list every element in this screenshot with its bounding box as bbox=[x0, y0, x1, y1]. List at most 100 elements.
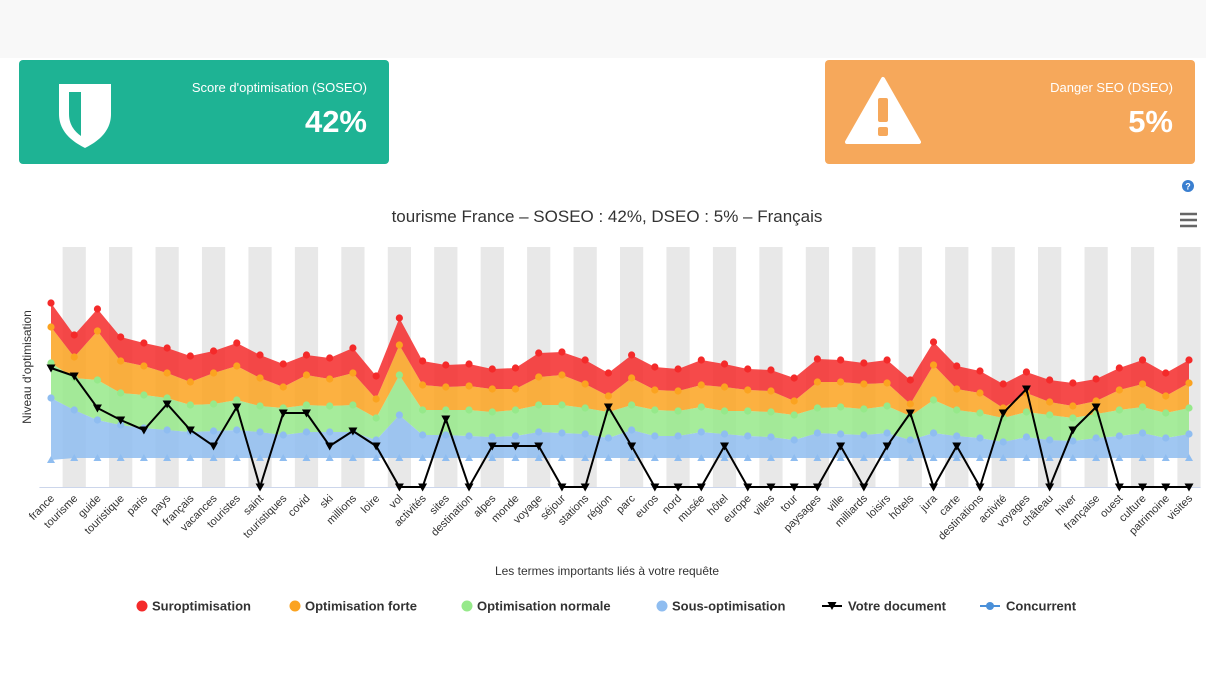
range-marker bbox=[302, 401, 311, 409]
document-marker bbox=[255, 483, 265, 492]
range-marker bbox=[395, 314, 403, 322]
legend-symbol bbox=[136, 600, 148, 612]
range-marker bbox=[511, 432, 520, 440]
range-marker bbox=[302, 371, 311, 379]
range-marker bbox=[186, 401, 194, 409]
range-marker bbox=[70, 331, 78, 339]
menu-button[interactable] bbox=[1180, 212, 1197, 228]
range-marker bbox=[906, 376, 914, 384]
range-marker bbox=[140, 362, 148, 370]
range-low-marker bbox=[93, 454, 102, 461]
range-marker bbox=[256, 428, 264, 436]
range-low-marker bbox=[906, 454, 915, 461]
range-marker bbox=[209, 400, 218, 408]
range-marker bbox=[93, 327, 102, 335]
range-marker bbox=[511, 406, 520, 414]
x-tick-label: hôtels bbox=[887, 492, 917, 522]
range-marker bbox=[163, 426, 171, 434]
range-low-marker bbox=[441, 454, 450, 461]
document-marker bbox=[92, 404, 102, 413]
range-marker bbox=[326, 402, 334, 410]
range-marker bbox=[929, 338, 938, 346]
dseo-card: Danger SEO (DSEO) 5% bbox=[825, 60, 1195, 164]
range-marker bbox=[813, 404, 822, 412]
range-marker bbox=[279, 383, 287, 391]
range-marker bbox=[860, 405, 868, 413]
range-low-marker bbox=[557, 454, 566, 461]
range-marker bbox=[1138, 380, 1147, 388]
range-marker bbox=[953, 406, 961, 414]
range-marker bbox=[628, 374, 636, 382]
range-low-marker bbox=[1092, 454, 1101, 461]
card-label: Score d'optimisation (SOSEO) bbox=[191, 80, 367, 95]
range-marker bbox=[233, 339, 241, 347]
range-marker bbox=[860, 359, 868, 367]
range-marker bbox=[744, 386, 752, 394]
legend-item[interactable]: Optimisation normale bbox=[461, 599, 611, 614]
range-marker bbox=[953, 385, 961, 393]
range-low-marker bbox=[859, 454, 868, 461]
range-marker bbox=[860, 431, 868, 439]
range-marker bbox=[47, 299, 55, 307]
range-marker bbox=[976, 367, 984, 375]
range-marker bbox=[1185, 404, 1193, 412]
range-marker bbox=[233, 396, 241, 404]
range-marker bbox=[720, 383, 729, 391]
range-marker bbox=[813, 378, 822, 386]
range-marker bbox=[117, 421, 125, 429]
range-marker bbox=[302, 351, 311, 359]
range-low-marker bbox=[418, 454, 427, 461]
range-low-marker bbox=[743, 454, 752, 461]
help-icon[interactable]: ? bbox=[1182, 180, 1194, 192]
range-marker bbox=[1069, 402, 1077, 410]
range-low-marker bbox=[674, 454, 683, 461]
legend-label: Optimisation normale bbox=[477, 599, 611, 614]
legend-label: Sous-optimisation bbox=[672, 599, 785, 614]
legend-item[interactable]: Suroptimisation bbox=[136, 599, 252, 614]
range-marker bbox=[186, 352, 194, 360]
range-low-marker bbox=[348, 454, 357, 461]
range-marker bbox=[326, 354, 334, 362]
range-marker bbox=[1046, 376, 1054, 384]
range-marker bbox=[581, 404, 589, 412]
range-marker bbox=[1092, 434, 1100, 442]
document-marker bbox=[348, 427, 358, 436]
range-marker bbox=[767, 433, 775, 441]
range-marker bbox=[372, 436, 380, 444]
range-marker bbox=[1138, 403, 1147, 411]
range-marker bbox=[558, 371, 566, 379]
range-low-marker bbox=[232, 454, 241, 461]
top-bar bbox=[0, 0, 1206, 58]
warning-icon bbox=[845, 77, 921, 144]
range-marker bbox=[604, 392, 612, 400]
range-marker bbox=[488, 385, 496, 393]
range-low-marker bbox=[1068, 454, 1077, 461]
document-marker bbox=[627, 442, 637, 451]
range-marker bbox=[256, 402, 264, 410]
legend-item[interactable]: Optimisation forte bbox=[289, 599, 417, 614]
range-marker bbox=[209, 347, 218, 355]
document-marker bbox=[116, 416, 126, 425]
document-marker bbox=[673, 483, 683, 492]
range-marker bbox=[535, 401, 543, 409]
x-tick-label: paris bbox=[125, 492, 151, 518]
range-marker bbox=[999, 380, 1007, 388]
document-marker bbox=[487, 442, 497, 451]
range-marker bbox=[883, 402, 891, 410]
range-marker bbox=[1162, 369, 1170, 377]
range-marker bbox=[651, 432, 659, 440]
legend-item[interactable]: Sous-optimisation bbox=[656, 599, 786, 614]
document-marker bbox=[418, 483, 428, 492]
range-low-marker bbox=[1161, 454, 1170, 461]
legend-item[interactable]: Votre document bbox=[822, 599, 947, 614]
range-marker bbox=[674, 365, 682, 373]
range-marker bbox=[720, 360, 729, 368]
legend-item[interactable]: Concurrent bbox=[980, 599, 1077, 614]
range-marker bbox=[628, 426, 636, 434]
range-low-marker bbox=[116, 454, 125, 461]
range-marker bbox=[233, 362, 241, 370]
range-marker bbox=[302, 428, 311, 436]
range-marker bbox=[744, 432, 752, 440]
document-marker bbox=[1091, 403, 1101, 412]
range-marker bbox=[976, 434, 984, 442]
